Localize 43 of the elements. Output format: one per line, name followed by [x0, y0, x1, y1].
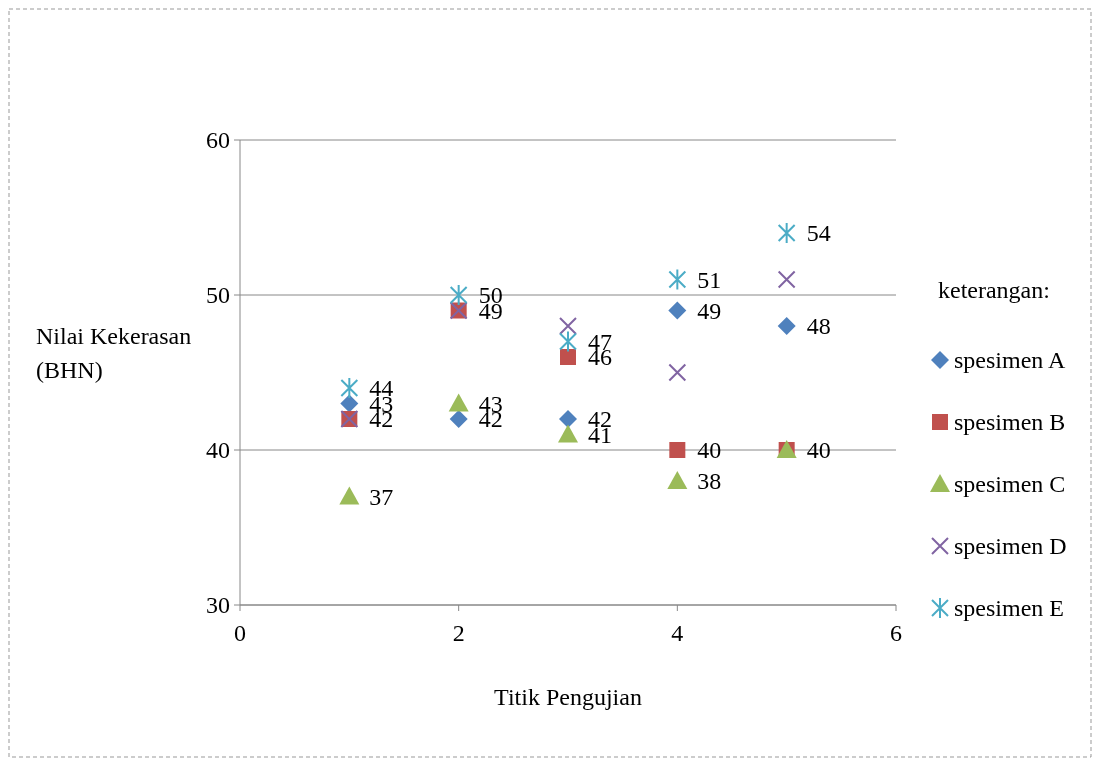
point	[559, 330, 577, 353]
data-label: 40	[806, 437, 831, 464]
data-label: 51	[697, 266, 722, 293]
data-label: 38	[697, 468, 722, 495]
point	[560, 349, 576, 365]
x-tick-label: 6	[890, 620, 902, 646]
legend-title: keterangan:	[938, 277, 1050, 303]
point	[558, 424, 578, 443]
x-tick-label: 4	[671, 620, 684, 646]
point	[340, 394, 359, 413]
point	[339, 486, 360, 505]
y-axis-title: Nilai Kekerasan (BHN)	[36, 323, 192, 383]
point	[668, 363, 687, 382]
point	[777, 270, 796, 289]
y-tick-label: 50	[206, 282, 230, 309]
x-axis-title: Titik Pengujian	[494, 684, 642, 710]
legend-label: spesimen E	[954, 595, 1064, 622]
y-tick-label: 40	[206, 437, 230, 464]
legend-label: spesimen B	[954, 409, 1066, 436]
point	[667, 471, 688, 489]
x-tick-label: 0	[234, 620, 246, 646]
point	[559, 410, 577, 428]
point	[777, 222, 796, 244]
point	[449, 410, 468, 428]
point	[668, 301, 687, 320]
data-label: 40	[697, 437, 722, 464]
y-tick-label: 60	[206, 127, 230, 154]
data-label: 49	[697, 297, 722, 324]
point	[559, 317, 577, 335]
legend-label: spesimen D	[954, 533, 1067, 560]
data-label: 54	[806, 220, 831, 247]
legend-label: spesimen C	[954, 471, 1066, 498]
x-tick-label: 2	[452, 620, 465, 646]
data-label: 48	[806, 313, 831, 340]
point	[448, 393, 469, 412]
point	[340, 377, 359, 399]
y-tick-label: 30	[206, 592, 230, 619]
legend-label: spesimen A	[954, 347, 1066, 374]
point	[777, 317, 796, 335]
point	[668, 268, 687, 291]
point	[449, 284, 468, 306]
data-label: 37	[369, 483, 394, 510]
point	[669, 442, 686, 458]
